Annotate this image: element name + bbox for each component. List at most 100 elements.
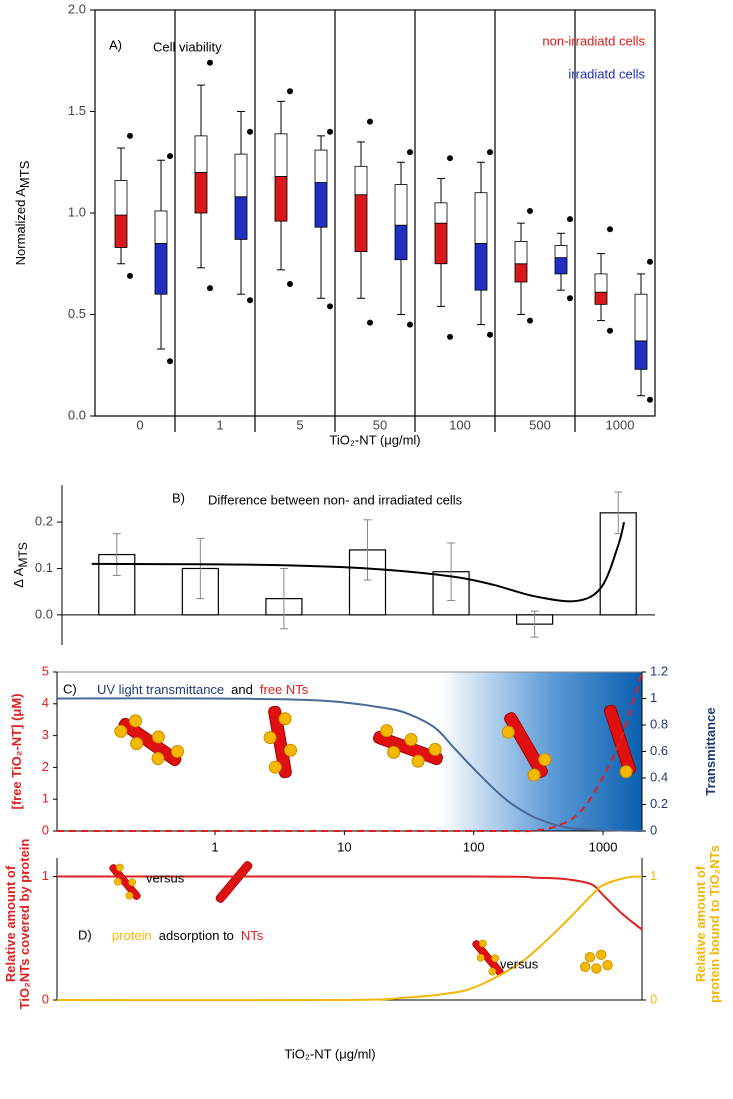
y-tick-label: 0.1	[35, 560, 53, 575]
panel-title: Difference between non- and irradiated c…	[208, 492, 463, 507]
outlier	[647, 396, 653, 403]
title-part: protein	[112, 928, 152, 943]
series-line	[56, 875, 643, 1002]
nanotube-icon	[371, 722, 445, 770]
x-tick-label: 0	[136, 417, 143, 432]
y2-tick-label: 1.2	[650, 663, 668, 678]
axis-label-part: Δ A	[11, 567, 26, 588]
box-upper	[114, 180, 128, 216]
axis-label: Δ AMTS	[11, 542, 30, 588]
y-tick-label: 0.0	[68, 407, 86, 422]
outlier	[127, 132, 133, 139]
box-lower	[594, 291, 608, 305]
box-upper	[514, 241, 528, 265]
y-tick-label: 0.5	[68, 306, 86, 321]
box-lower	[194, 171, 208, 214]
axis-label: [free TiO₂-NT] (μM)	[9, 693, 24, 809]
y-tick-label: 1	[42, 868, 49, 883]
outlier	[287, 88, 293, 95]
panel-letter: A)	[109, 37, 122, 52]
box-upper	[314, 149, 328, 183]
y2-tick-label: 0.8	[650, 716, 668, 731]
axis-label: protein bound to TiO₂NTs	[707, 845, 722, 1003]
x-tick-label: 1	[211, 839, 218, 854]
axis-label-part: MTS	[16, 542, 30, 567]
outlier	[567, 295, 573, 302]
outlier	[167, 153, 173, 160]
x-tick-label: 1000	[606, 417, 635, 432]
series-line	[56, 697, 643, 832]
axis-label-part: protein bound to TiO₂NTs	[707, 845, 722, 1003]
panel-title: UV light transmittance and free NTs	[97, 682, 309, 697]
outlier	[607, 226, 613, 233]
legend-entry: non-irradiatd cells	[542, 33, 645, 48]
outlier	[647, 258, 653, 265]
uv-gradient	[440, 672, 642, 831]
x-tick-label: 1000	[589, 839, 618, 854]
y-tick-label: 0	[42, 991, 49, 1006]
title-part: NTs	[241, 928, 264, 943]
x-tick-label: 10	[337, 839, 351, 854]
panel-title: Cell viability	[153, 39, 222, 54]
annotation: versus	[500, 956, 539, 971]
axis-label: TiO₂NTs covered by protein	[17, 839, 32, 1010]
outlier	[487, 331, 493, 338]
axis-label-part: [free TiO₂-NT] (μM)	[9, 693, 24, 809]
series-line	[56, 671, 643, 833]
x-tick-label: 500	[529, 417, 551, 432]
legend-entry: irradiatd cells	[568, 66, 645, 81]
y-tick-label: 1.5	[68, 103, 86, 118]
axis-label-part: TiO₂NTs covered by protein	[17, 839, 32, 1010]
panel-letter: D)	[78, 927, 92, 942]
box-lower	[474, 243, 488, 291]
outlier	[407, 321, 413, 328]
box-lower	[274, 176, 288, 222]
box-lower	[434, 222, 448, 265]
x-tick-label: 5	[296, 417, 303, 432]
outlier	[527, 207, 533, 214]
x-axis-label: TiO₂-NT (μg/ml)	[329, 432, 420, 447]
box-upper	[434, 202, 448, 224]
box-upper	[194, 135, 208, 173]
outlier	[167, 358, 173, 365]
protein-icon	[580, 949, 613, 974]
axis-label-part: Transmittance	[703, 707, 718, 795]
box-upper	[474, 192, 488, 244]
axis-label: Transmittance	[703, 707, 718, 795]
y2-tick-label: 0	[650, 822, 657, 837]
axis-label-part: Relative amount of	[3, 865, 18, 982]
outlier	[247, 297, 253, 304]
axis-label-part: MTS	[17, 160, 32, 188]
outlier	[487, 149, 493, 156]
title-part: UV light transmittance	[97, 682, 224, 697]
x-tick-label: 1	[216, 417, 223, 432]
box-upper	[634, 293, 648, 342]
outlier	[287, 281, 293, 288]
y-tick-label: 2.0	[68, 1, 86, 16]
y2-tick-label: 0.2	[650, 796, 668, 811]
box-lower	[234, 196, 248, 240]
y2-tick-label: 0	[650, 991, 657, 1006]
box-lower	[394, 224, 408, 261]
title-part: free NTs	[260, 682, 309, 697]
y-tick-label: 3	[42, 727, 49, 742]
axis-label: Normalized AMTS	[13, 160, 32, 265]
outlier	[327, 303, 333, 310]
y2-tick-label: 0.6	[650, 743, 668, 758]
outlier	[127, 272, 133, 279]
box-lower	[514, 263, 528, 283]
box-lower	[554, 257, 568, 275]
box-lower	[314, 182, 328, 228]
box-upper	[154, 210, 168, 244]
box-lower	[634, 340, 648, 370]
nanotube-icon	[111, 712, 187, 769]
box-upper	[554, 245, 568, 259]
fit-curve	[91, 521, 626, 603]
y-tick-label: 2	[42, 759, 49, 774]
x-tick-label: 100	[463, 839, 485, 854]
nanotube-icon	[108, 862, 142, 902]
y2-tick-label: 1	[650, 690, 657, 705]
box-upper	[594, 273, 608, 293]
